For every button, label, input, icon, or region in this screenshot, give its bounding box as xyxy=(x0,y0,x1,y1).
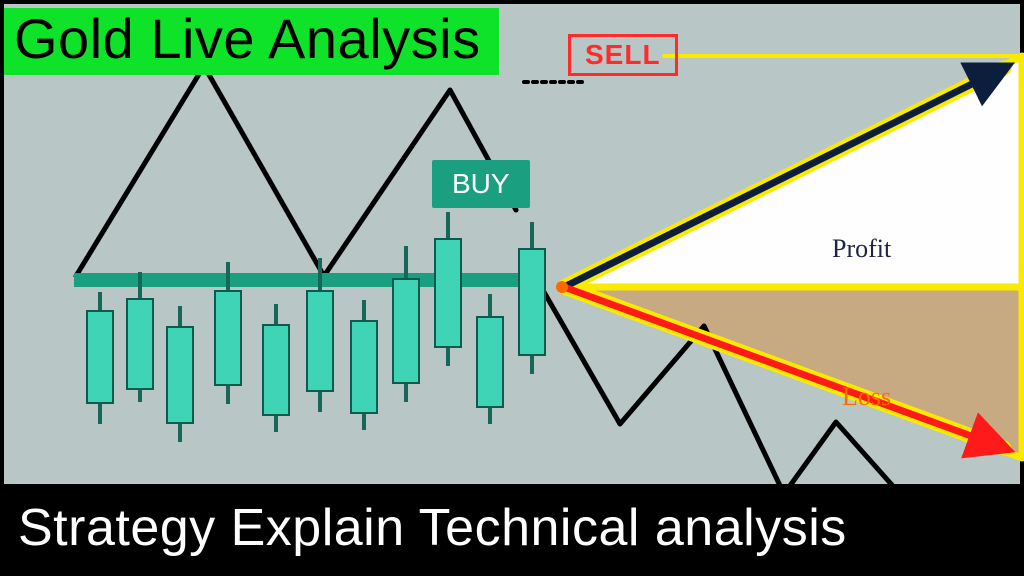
buy-tag-label: BUY xyxy=(452,168,510,199)
chart-canvas: BUY SELL Profit Loss Gold Live Analysis … xyxy=(0,0,1024,576)
sell-tag: SELL xyxy=(568,34,678,76)
sell-tag-label: SELL xyxy=(585,39,661,70)
title-text: Gold Live Analysis xyxy=(14,7,481,70)
loss-label: Loss xyxy=(842,382,891,412)
bottom-banner: Strategy Explain Technical analysis xyxy=(4,484,1020,572)
profit-label: Profit xyxy=(832,234,891,264)
bottom-banner-text: Strategy Explain Technical analysis xyxy=(18,498,847,558)
buy-tag: BUY xyxy=(432,160,530,208)
title-banner: Gold Live Analysis xyxy=(4,8,499,75)
